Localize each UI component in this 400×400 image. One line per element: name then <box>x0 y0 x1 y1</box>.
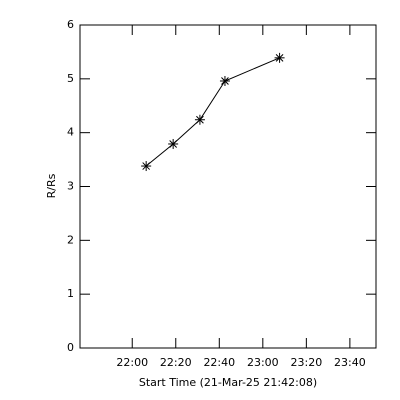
marker-stroke <box>142 162 151 170</box>
x-tick-label: 23:20 <box>291 356 323 369</box>
y-tick-label: 5 <box>67 72 74 85</box>
y-tick-label: 3 <box>67 180 74 193</box>
y-tick-label: 6 <box>67 18 74 31</box>
x-tick-label: 23:40 <box>334 356 366 369</box>
x-axis-label: Start Time (21-Mar-25 21:42:08) <box>139 376 317 389</box>
y-tick-label: 4 <box>67 126 74 139</box>
y-axis-label: R/Rs <box>45 173 58 198</box>
series-line <box>145 57 280 167</box>
x-tick-label: 22:20 <box>160 356 192 369</box>
x-tick-label: 22:00 <box>116 356 148 369</box>
y-tick-label: 0 <box>67 341 74 354</box>
asterisk-marker <box>168 138 179 149</box>
asterisk-marker <box>219 75 230 86</box>
marker-stroke <box>196 115 204 124</box>
x-tick-label: 22:40 <box>203 356 235 369</box>
y-tick-label: 1 <box>67 287 74 300</box>
asterisk-marker <box>141 161 152 172</box>
plot-frame <box>79 24 377 349</box>
asterisk-marker <box>274 52 285 63</box>
marker-stroke <box>169 140 178 148</box>
marker-stroke <box>221 77 229 85</box>
asterisk-marker <box>194 114 205 125</box>
x-tick-label: 23:00 <box>247 356 279 369</box>
y-tick-label: 2 <box>67 233 74 246</box>
marker-stroke <box>275 53 284 62</box>
